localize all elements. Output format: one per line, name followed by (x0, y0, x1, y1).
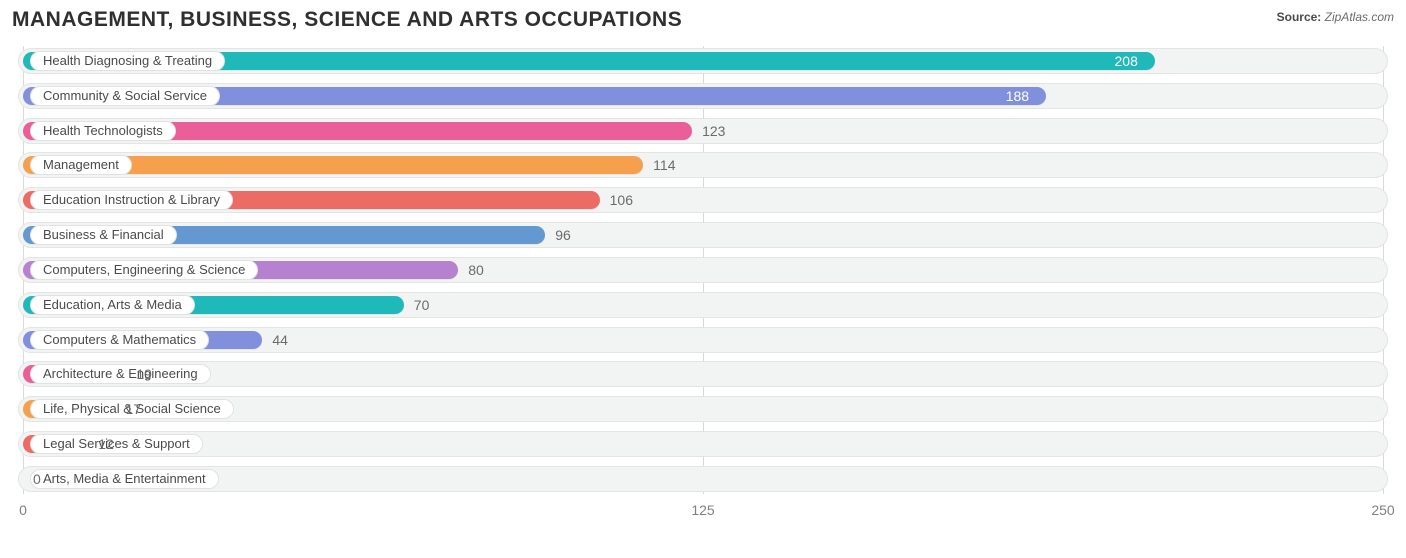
bar-row: Education Instruction & Library 106 (12, 185, 1394, 215)
bar-category-pill: Education Instruction & Library (30, 190, 233, 210)
bar-value-label: 188 (1006, 88, 1029, 104)
bar-row: Computers & Mathematics 44 (12, 325, 1394, 355)
bar-value-label: 208 (1115, 53, 1138, 69)
x-axis-tick-label: 0 (19, 502, 27, 518)
bar-row: Life, Physical & Social Science17 (12, 394, 1394, 424)
bar-category-pill: Health Diagnosing & Treating (30, 51, 225, 71)
source-value: ZipAtlas.com (1325, 10, 1394, 24)
bar-value-label: 96 (555, 227, 571, 243)
plot-area: Health Diagnosing & Treating 208 Community… (12, 46, 1394, 524)
x-axis-tick-label: 250 (1371, 502, 1394, 518)
source-attribution: Source: ZipAtlas.com (1277, 8, 1394, 24)
bar-value-label: 44 (272, 332, 288, 348)
bar-row: Community & Social Service 188 (12, 81, 1394, 111)
source-label: Source: (1277, 10, 1322, 24)
bar-category-pill: Community & Social Service (30, 86, 220, 106)
bar-row: Health Diagnosing & Treating 208 (12, 46, 1394, 76)
bar-value-label: 114 (653, 157, 675, 173)
bar-value-label: 17 (125, 401, 141, 417)
bar-category-pill: Education, Arts & Media (30, 295, 195, 315)
bar-row: Business & Financial 96 (12, 220, 1394, 250)
bar-category-pill: Business & Financial (30, 225, 177, 245)
bar-value-label: 0 (33, 471, 41, 487)
header-row: MANAGEMENT, BUSINESS, SCIENCE AND ARTS O… (12, 8, 1394, 32)
bar-category-pill: Architecture & Engineering (30, 364, 211, 384)
bar-row: Computers, Engineering & Science 80 (12, 255, 1394, 285)
bar-value-label: 12 (98, 436, 114, 452)
bar-track (18, 466, 1388, 492)
bar-row: Legal Services & Support12 (12, 429, 1394, 459)
x-axis: 0 125 250 (12, 498, 1394, 524)
bar-category-pill: Health Technologists (30, 121, 176, 141)
bar-category-pill: Management (30, 155, 132, 175)
bar-track (18, 361, 1388, 387)
bar-category-pill: Legal Services & Support (30, 434, 203, 454)
bar-value-label: 106 (610, 192, 633, 208)
bar-row: Health Technologists 123 (12, 116, 1394, 146)
chart-container: MANAGEMENT, BUSINESS, SCIENCE AND ARTS O… (0, 0, 1406, 558)
bar-value-label: 80 (468, 262, 484, 278)
bar-row: Education, Arts & Media 70 (12, 290, 1394, 320)
x-axis-tick-label: 125 (691, 502, 714, 518)
bar-track (18, 431, 1388, 457)
bars-wrap: Health Diagnosing & Treating 208 Community… (12, 46, 1394, 494)
chart-title: MANAGEMENT, BUSINESS, SCIENCE AND ARTS O… (12, 8, 682, 32)
bar-row: Arts, Media & Entertainment0 (12, 464, 1394, 494)
bar-value-label: 70 (414, 297, 430, 313)
bar-category-pill: Arts, Media & Entertainment (30, 469, 219, 489)
bar-value-label: 123 (702, 123, 725, 139)
bar-value-label: 19 (136, 366, 152, 382)
bar-row: Architecture & Engineering19 (12, 359, 1394, 389)
bar-category-pill: Computers, Engineering & Science (30, 260, 258, 280)
bar-row: Management 114 (12, 150, 1394, 180)
bar-category-pill: Computers & Mathematics (30, 330, 209, 350)
